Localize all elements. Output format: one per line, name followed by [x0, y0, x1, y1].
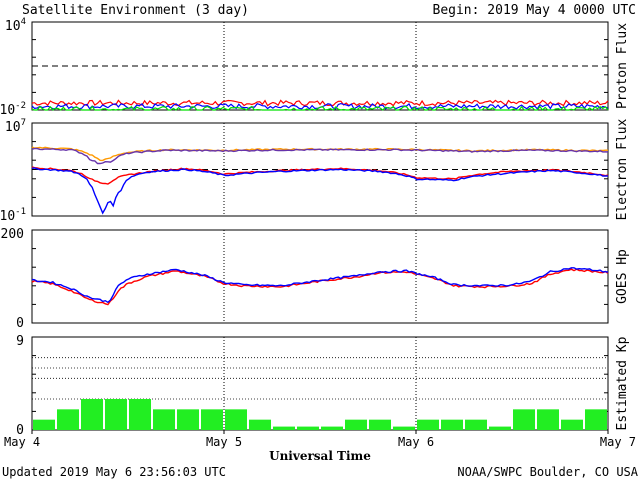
kp-bar-3	[81, 399, 103, 430]
kp-bar-17	[417, 419, 439, 430]
x-tick-label: May 6	[398, 435, 434, 449]
kp-bar-23	[561, 419, 583, 430]
y-tick-label: 104	[5, 17, 26, 34]
x-tick-label: May 7	[600, 435, 636, 449]
kp-bar-15	[369, 419, 391, 430]
y-axis-label: GOES Hp	[615, 249, 630, 304]
y-tick-label: 0	[16, 423, 24, 438]
series-line-2	[31, 267, 609, 304]
x-axis: May 4 May 5 May 6 May 7	[4, 430, 636, 449]
kp-bar-19	[465, 419, 487, 430]
y-axis-label: Estimated Kp	[615, 336, 630, 430]
kp-bar-24	[585, 409, 607, 430]
updated-time: Updated 2019 May 6 23:56:03 UTC	[2, 465, 226, 479]
kp-bar-21	[513, 409, 535, 430]
panel-4: 9 0 Estimated Kp	[16, 334, 630, 438]
kp-bar-5	[129, 399, 151, 430]
kp-bar-12	[297, 426, 319, 430]
x-tick-label: May 4	[4, 435, 40, 449]
kp-bar-4	[105, 399, 127, 430]
kp-bar-6	[153, 409, 175, 430]
data-source: NOAA/SWPC Boulder, CO USA	[457, 465, 638, 479]
y-tick-label: 0	[16, 316, 24, 331]
kp-bar-13	[321, 426, 343, 430]
kp-bar-20	[489, 426, 511, 430]
y-axis-label: Electron Flux	[615, 118, 630, 220]
panel-1: 104 10-2 Proton Flux	[0, 17, 630, 118]
panel-3: 200 0 GOES Hp	[1, 227, 630, 331]
panel-frame	[31, 336, 609, 431]
kp-bar-18	[441, 419, 463, 430]
kp-bar-2	[57, 409, 79, 430]
y-tick-label: 107	[5, 118, 26, 135]
kp-bar-8	[201, 409, 223, 430]
kp-bar-16	[393, 426, 415, 430]
kp-bar-11	[273, 426, 295, 430]
kp-bar-7	[177, 409, 199, 430]
y-tick-label: 10-1	[0, 207, 26, 224]
kp-bar-14	[345, 419, 367, 430]
panel-frame	[31, 229, 609, 324]
series-line-4	[31, 167, 609, 215]
y-axis-label: Proton Flux	[615, 23, 630, 109]
x-tick-label: May 5	[206, 435, 242, 449]
series-line-3	[31, 105, 609, 111]
kp-bar-9	[225, 409, 247, 430]
series-line-1	[31, 99, 609, 107]
x-axis-label: Universal Time	[269, 449, 371, 463]
series-line-2	[31, 147, 609, 165]
kp-bar-22	[537, 409, 559, 430]
panel-2: 107 10-1 Electron Flux	[0, 118, 630, 224]
y-tick-label: 10-2	[0, 101, 26, 118]
panel-frame	[31, 21, 609, 111]
kp-bar-1	[33, 419, 55, 430]
chart-title: Satellite Environment (3 day)	[22, 3, 249, 18]
begin-time: Begin: 2019 May 4 0000 UTC	[433, 3, 637, 18]
kp-bar-10	[249, 419, 271, 430]
y-tick-label: 200	[1, 227, 24, 242]
y-tick-label: 9	[16, 334, 24, 349]
